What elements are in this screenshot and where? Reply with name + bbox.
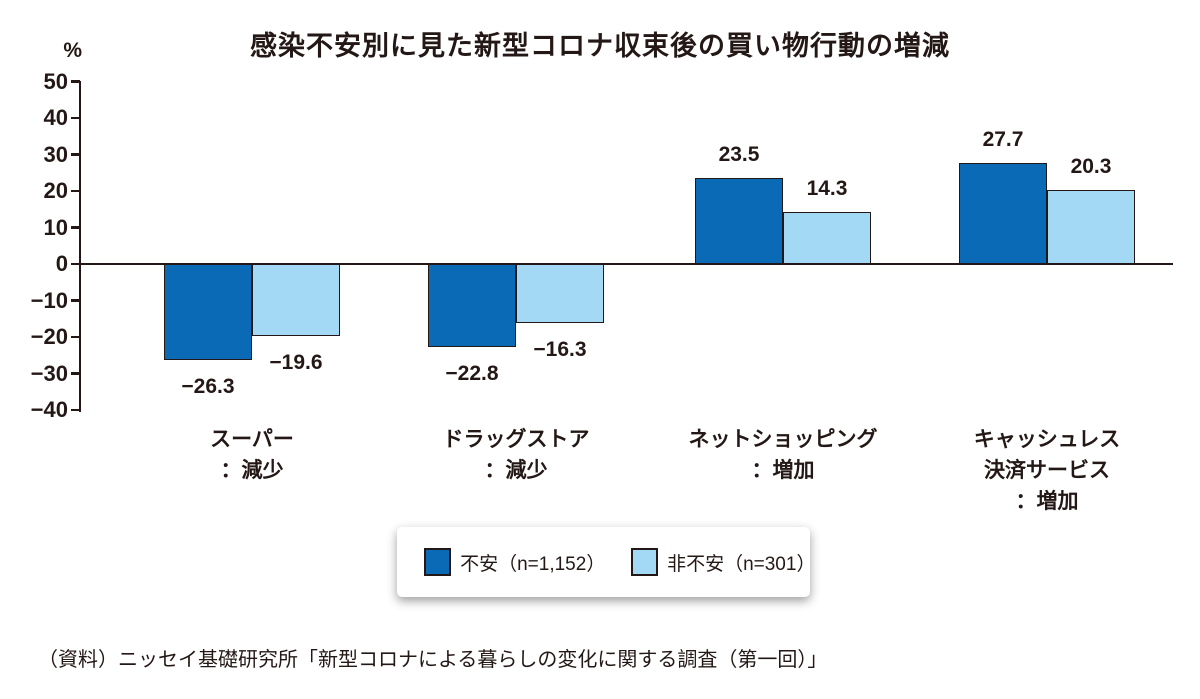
category-label-line: キャッシュレス xyxy=(973,428,1121,451)
zero-baseline xyxy=(80,262,1173,266)
y-axis-tick xyxy=(71,153,80,156)
bar-value-label: 14.3 xyxy=(806,176,848,200)
y-axis-tick-label: 10 xyxy=(43,214,68,240)
legend-item-anxious: 不安（n=1,152） xyxy=(424,548,606,576)
y-axis-unit-label: % xyxy=(63,39,82,62)
bar-value-label: −26.3 xyxy=(181,374,235,398)
legend-item-not-anxious: 非不安（n=301） xyxy=(630,548,816,576)
bar-series1-cat3 xyxy=(1047,189,1135,264)
category-label-line: ：増加 xyxy=(751,459,815,482)
category-label-line: スーパー xyxy=(210,428,294,451)
bar-series0-cat2 xyxy=(695,178,783,264)
y-axis-tick xyxy=(71,372,80,375)
bar-value-label: −19.6 xyxy=(269,350,323,374)
y-axis-line xyxy=(78,80,81,412)
y-axis-tick-label: −30 xyxy=(30,360,68,386)
bar-series1-cat2 xyxy=(783,211,871,264)
y-axis-tick-label: −20 xyxy=(30,324,68,349)
y-axis-tick xyxy=(71,262,80,266)
y-axis-tick xyxy=(71,80,80,83)
y-axis-tick-label: −10 xyxy=(30,287,68,313)
bar-value-label: 27.7 xyxy=(982,127,1024,151)
legend-swatch-anxious xyxy=(424,548,452,576)
legend-swatch-not-anxious xyxy=(630,548,659,576)
bar-series0-cat1 xyxy=(428,264,516,348)
bar-value-label: 23.5 xyxy=(718,143,760,167)
y-axis-tick xyxy=(71,226,80,229)
y-axis-tick-label: 40 xyxy=(43,105,68,130)
bar-series0-cat3 xyxy=(959,162,1047,264)
y-axis-tick-label: 20 xyxy=(43,178,68,203)
y-axis-tick-label: 0 xyxy=(55,251,68,276)
y-axis-tick-label: 50 xyxy=(43,68,68,94)
bar-value-label: −22.8 xyxy=(445,362,499,386)
y-axis-tick xyxy=(71,299,80,302)
category-label-line: ：減少 xyxy=(220,459,284,482)
legend-label-anxious: 不安（n=1,152） xyxy=(460,553,606,575)
y-axis-tick-label: −40 xyxy=(30,397,68,422)
y-axis-tick-label: 30 xyxy=(43,141,68,167)
category-label-line: ：減少 xyxy=(484,459,548,482)
y-axis-tick xyxy=(71,189,80,193)
chart-title: 感染不安別に見た新型コロナ収束後の買い物行動の増減 xyxy=(250,31,950,61)
bar-series1-cat1 xyxy=(516,264,604,324)
category-label-0: スーパー ：減少 xyxy=(112,424,392,486)
bar-series0-cat0 xyxy=(164,264,252,360)
category-label-line: ：増加 xyxy=(1015,490,1079,513)
y-axis-tick xyxy=(71,116,80,120)
category-label-line: 決済サービス xyxy=(984,459,1110,482)
source-note: （資料）ニッセイ基礎研究所「新型コロナによる暮らしの変化に関する調査（第一回）」 xyxy=(38,649,828,671)
legend: 不安（n=1,152） 非不安（n=301） xyxy=(397,527,816,597)
y-axis-tick xyxy=(71,408,80,412)
category-label-line: ドラッグストア xyxy=(442,428,590,451)
legend-label-not-anxious: 非不安（n=301） xyxy=(667,553,816,575)
bar-value-label: −16.3 xyxy=(533,338,587,362)
category-label-3: キャッシュレス 決済サービス ：増加 xyxy=(907,424,1187,517)
bar-series1-cat0 xyxy=(252,264,340,336)
category-label-2: ネットショッピング ：増加 xyxy=(643,424,923,486)
category-label-line: ネットショッピング xyxy=(688,428,878,451)
category-label-1: ドラッグストア ：減少 xyxy=(376,424,656,486)
y-axis-tick xyxy=(71,335,80,339)
bar-value-label: 20.3 xyxy=(1070,154,1112,178)
